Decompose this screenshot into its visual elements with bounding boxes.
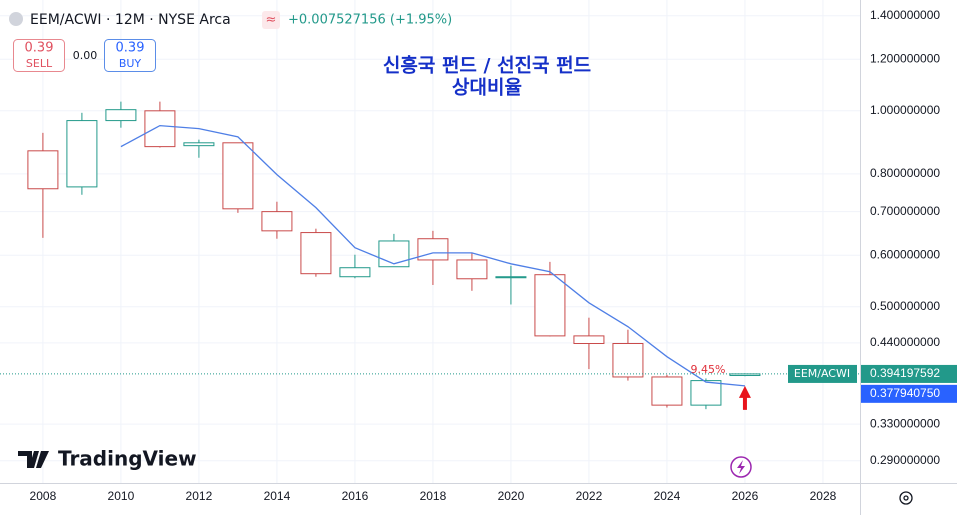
brand-logo: TradingView [18,447,197,471]
x-tick-label: 2020 [498,489,525,503]
sell-button[interactable] [13,39,65,72]
symbol-title[interactable]: EEM/ACWI · 12M · NYSE Arca [30,12,231,28]
x-tick-label: 2016 [342,489,369,503]
annotation: 9.45% [690,363,725,376]
y-tick-label: 1.200000000 [870,51,940,65]
buy-label: BUY [119,57,142,70]
x-tick-label: 2024 [654,489,681,503]
change: +0.007527156 (+1.95%) [288,13,452,28]
chart-title: 신흥국 펀드 / 선진국 펀드 [383,54,591,77]
ma-price-box [861,384,957,403]
x-tick-label: 2026 [732,489,759,503]
sell-price: 0.39 [25,41,54,56]
sell-label: SELL [26,57,53,70]
candle-body [612,343,644,378]
candle-body [690,380,722,406]
x-tick-label: 2014 [264,489,291,503]
candle-body [417,238,449,261]
compare-glyph: ≈ [266,13,277,28]
candle-body [105,109,137,122]
y-tick-label: 0.330000000 [870,416,940,430]
arrow-marker [738,385,751,410]
x-tick-label: 2012 [186,489,213,503]
x-tick-label: 2010 [108,489,135,503]
x-tick-label: 2008 [30,489,57,503]
candle-body [261,211,293,232]
candle-body [300,232,332,275]
plot [0,101,860,410]
last-price-label: 0.394197592 [870,366,940,380]
y-tick-label: 0.500000000 [870,299,940,313]
y-tick-label: 0.700000000 [870,204,940,218]
compare-icon[interactable] [262,11,280,29]
candle-body [651,376,683,406]
candle-body [573,335,605,345]
x-tick-label: 2028 [810,489,837,503]
series-name: EEM/ACWI [794,367,850,380]
settings-icon-core [903,495,909,501]
brand: TradingView [58,447,197,471]
buy-button[interactable] [104,39,156,72]
spread: 0.00 [73,49,98,62]
y-tick-label: 0.440000000 [870,335,940,349]
candle-body [378,240,410,268]
grid [0,0,860,483]
symbol-icon [9,12,23,26]
event-glyph [737,460,745,474]
candle-body [456,259,488,280]
y-tick-label: 1.000000000 [870,103,940,117]
x-tick-label: 2022 [576,489,603,503]
y-tick-label: 0.800000000 [870,166,940,180]
candle-body [495,276,527,279]
y-tick-label: 0.600000000 [870,247,940,261]
x-tick-label: 2018 [420,489,447,503]
buy-price: 0.39 [116,41,145,56]
ma-price-label: 0.377940750 [870,386,940,400]
candle-body [27,150,59,190]
logo-mark [18,451,49,468]
chart-subtitle: 상대비율 [452,77,522,99]
candle-body [339,267,371,278]
settings-icon[interactable] [899,491,913,505]
series-name-box [788,364,857,383]
y-tick-label: 0.290000000 [870,453,940,467]
candle-body [66,120,98,188]
candle-body [183,142,215,147]
last-price-box [861,364,957,383]
y-tick-label: 1.400000000 [870,8,940,22]
candle-body [534,274,566,337]
candle-body [144,110,176,148]
ma-line [120,124,746,387]
candle-body [222,142,254,210]
